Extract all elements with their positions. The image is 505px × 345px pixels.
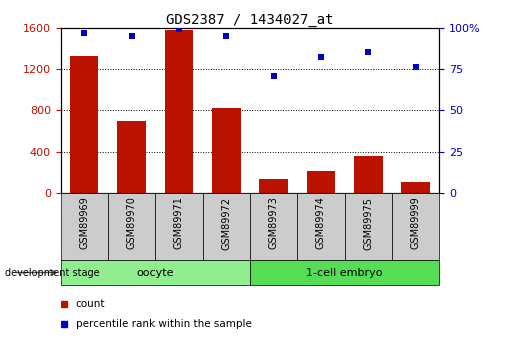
Title: GDS2387 / 1434027_at: GDS2387 / 1434027_at: [166, 12, 334, 27]
Point: [364, 50, 372, 55]
Bar: [156, 193, 203, 260]
Text: GSM89973: GSM89973: [269, 197, 279, 249]
Text: GSM89969: GSM89969: [79, 197, 89, 249]
Text: GSM89974: GSM89974: [316, 197, 326, 249]
Point: [222, 33, 230, 39]
Text: GSM89999: GSM89999: [411, 197, 421, 249]
Bar: [203, 193, 250, 260]
Bar: [297, 193, 345, 260]
Point: [317, 55, 325, 60]
Point: [80, 30, 88, 35]
Bar: [345, 193, 392, 260]
Text: 1-cell embryo: 1-cell embryo: [307, 268, 383, 277]
Bar: [61, 193, 108, 260]
Text: GSM89970: GSM89970: [127, 197, 137, 249]
Bar: [165, 30, 193, 193]
Text: GSM89971: GSM89971: [174, 197, 184, 249]
Text: GSM89972: GSM89972: [221, 197, 231, 249]
Bar: [250, 193, 297, 260]
Point: [270, 73, 278, 78]
Text: GSM89975: GSM89975: [363, 197, 373, 249]
Point: [412, 65, 420, 70]
Point: [175, 27, 183, 32]
Bar: [117, 121, 146, 193]
Bar: [307, 171, 335, 193]
Text: oocyte: oocyte: [136, 268, 174, 277]
Bar: [108, 193, 156, 260]
Bar: [70, 56, 98, 193]
Bar: [250, 260, 439, 285]
Bar: [212, 108, 240, 193]
Text: count: count: [76, 299, 105, 308]
Point: [128, 33, 136, 39]
Bar: [401, 182, 430, 193]
Bar: [61, 260, 250, 285]
Bar: [260, 179, 288, 193]
Bar: [354, 156, 383, 193]
Text: development stage: development stage: [5, 268, 99, 277]
Text: percentile rank within the sample: percentile rank within the sample: [76, 319, 251, 329]
Bar: [392, 193, 439, 260]
